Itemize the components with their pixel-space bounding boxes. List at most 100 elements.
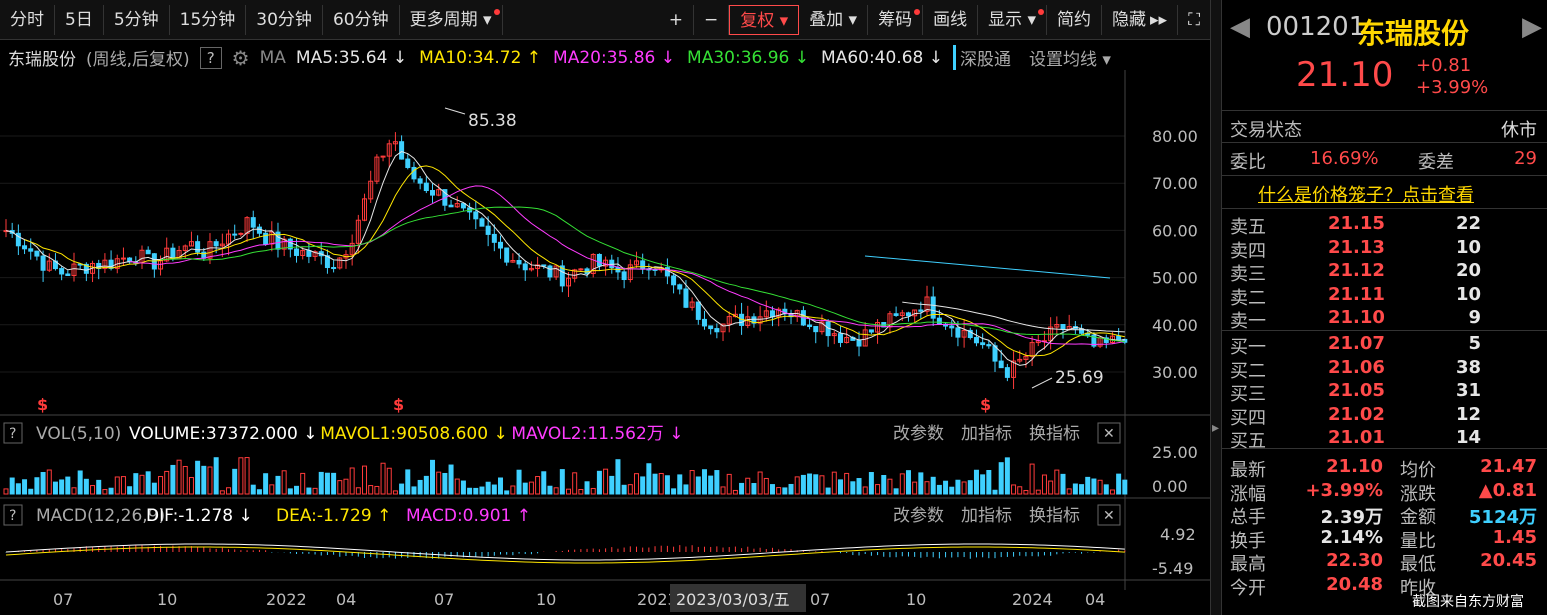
vol-btn-0[interactable]: 改参数 xyxy=(893,424,944,444)
vol-btn-2[interactable]: 换指标 xyxy=(1029,424,1080,444)
prev-stock-icon[interactable]: ◀ xyxy=(1230,12,1250,42)
vol-btn-1[interactable]: 加指标 xyxy=(961,424,1012,444)
volume-bar xyxy=(745,477,751,495)
vol-item-0: VOLUME:37372.000 ↓ xyxy=(129,424,318,444)
dividend-marker-icon[interactable]: $ xyxy=(393,395,404,414)
period-tab-2[interactable]: 5分钟 xyxy=(104,4,170,35)
volume-bar xyxy=(782,487,788,495)
volume-bar xyxy=(621,484,627,495)
candle-body xyxy=(930,296,936,319)
macd-btn-1[interactable]: 加指标 xyxy=(961,506,1012,526)
volume-bar xyxy=(485,481,491,495)
period-tab-3[interactable]: 15分钟 xyxy=(170,4,247,35)
main-legend: 东瑞股份 (周线,后复权) ? ⚙ MA MA5:35.64 ↓ MA10:34.… xyxy=(8,45,1111,70)
toolbar-action-2[interactable]: 复权 ▾ xyxy=(729,5,800,35)
collapse-arrow-icon[interactable]: ▸ xyxy=(1212,420,1220,436)
sell-row[interactable]: 卖三 21.12 20 xyxy=(1222,260,1547,285)
candle-body xyxy=(627,264,633,281)
candle-body xyxy=(374,156,380,182)
candle-body xyxy=(1103,337,1109,344)
volume-bar xyxy=(1004,457,1010,495)
volume-bar xyxy=(436,471,442,495)
buy-row[interactable]: 买一 21.07 5 xyxy=(1222,333,1547,358)
volume-bar xyxy=(127,486,133,495)
volume-bar xyxy=(918,472,924,495)
toolbar-action-4[interactable]: 筹码 xyxy=(868,5,924,35)
toolbar-action-label: 筹码 xyxy=(878,10,913,30)
stat-row: 换手 2.14% 量比 1.45 xyxy=(1222,527,1547,552)
candle-body xyxy=(349,242,355,256)
candle-body xyxy=(547,265,553,278)
dividend-marker-icon[interactable]: $ xyxy=(980,395,991,414)
toolbar-action-3[interactable]: 叠加 ▾ xyxy=(799,5,869,35)
sell-row[interactable]: 卖一 21.10 9 xyxy=(1222,307,1547,332)
candle-body xyxy=(875,322,881,333)
candle-body xyxy=(430,190,436,196)
vol-help-button[interactable] xyxy=(3,422,23,444)
kline-chart[interactable]: 80.00 70.00 60.00 50.00 40.00 30.00 85.38 25.69… xyxy=(0,70,1210,615)
volume-bar xyxy=(3,488,9,495)
buy-row[interactable]: 买四 21.02 12 xyxy=(1222,404,1547,429)
toolbar-action-5[interactable]: 画线 xyxy=(923,5,979,35)
panel-splitter[interactable]: ▸ xyxy=(1210,0,1222,615)
buy-volume: 38 xyxy=(1455,356,1481,378)
stat-label: 量比 xyxy=(1400,530,1436,552)
stat-value: +3.99% xyxy=(1305,479,1383,501)
stat-label: 最高 xyxy=(1230,554,1266,575)
buy-row[interactable]: 买三 21.05 31 xyxy=(1222,380,1547,405)
macd-help-button[interactable] xyxy=(3,504,23,526)
period-tab-label: 5分钟 xyxy=(113,9,159,30)
macd-help-label: ? xyxy=(9,508,16,524)
period-tab-5[interactable]: 60分钟 xyxy=(323,4,400,35)
candle-body xyxy=(819,321,825,333)
volume-bar xyxy=(1066,488,1072,495)
candle-body xyxy=(510,260,516,263)
buy-row[interactable]: 买五 21.01 14 xyxy=(1222,427,1547,452)
candle-body xyxy=(769,310,775,318)
fullscreen-icon[interactable]: ⛶ xyxy=(1188,10,1200,30)
watermark-text: 截图来自东方财富 xyxy=(1412,594,1524,610)
trade-status-row: 交易状态 休市 xyxy=(1222,116,1547,141)
price-cage-link-text[interactable]: 什么是价格笼子？点击查看 xyxy=(1258,185,1474,206)
ma-line-0 xyxy=(5,151,1125,366)
ma-settings-button[interactable]: 设置均线 ▾ xyxy=(1029,50,1111,70)
period-tab-0[interactable]: 分时 xyxy=(0,4,55,35)
dividend-marker-icon[interactable]: $ xyxy=(37,395,48,414)
volume-bar xyxy=(955,479,961,495)
macd-btn-0[interactable]: 改参数 xyxy=(893,506,944,526)
help-button[interactable]: ? xyxy=(199,46,222,69)
toolbar-action-6[interactable]: 显示 ▾ xyxy=(978,5,1048,35)
toolbar-action-8[interactable]: 隐藏 ▸▸ xyxy=(1102,5,1179,35)
candles xyxy=(3,132,1128,390)
price-cage-link[interactable]: 什么是价格笼子？点击查看 xyxy=(1222,181,1547,206)
toolbar-action-0[interactable]: + xyxy=(659,5,694,35)
vol-close-button[interactable] xyxy=(1097,422,1121,444)
sell-row[interactable]: 卖四 21.13 10 xyxy=(1222,237,1547,262)
vol-help-label: ? xyxy=(9,426,16,442)
period-tab-1[interactable]: 5日 xyxy=(55,4,104,35)
toolbar-action-7[interactable]: 简约 xyxy=(1047,5,1103,35)
volume-bar xyxy=(1048,480,1054,495)
macd-close-button[interactable] xyxy=(1097,504,1121,526)
toolbar-action-1[interactable]: − xyxy=(694,5,730,35)
sell-row[interactable]: 卖五 21.15 22 xyxy=(1222,213,1547,238)
candle-body xyxy=(287,238,293,250)
buy-row[interactable]: 买二 21.06 38 xyxy=(1222,356,1547,382)
time-axis-label: 07 xyxy=(434,590,454,609)
volume-bar xyxy=(442,472,448,495)
sell-volume: 9 xyxy=(1468,307,1481,328)
candle-body xyxy=(22,245,28,250)
volume-bar xyxy=(498,477,504,495)
volume-bar xyxy=(40,472,46,495)
next-stock-icon[interactable]: ▶ xyxy=(1522,12,1542,42)
volume-bar xyxy=(423,475,429,495)
sell-row[interactable]: 卖二 21.11 10 xyxy=(1222,284,1547,309)
northbound-link[interactable]: 深股通 xyxy=(953,45,1011,70)
gear-icon[interactable]: ⚙ xyxy=(231,45,250,70)
macd-btn-2[interactable]: 换指标 xyxy=(1029,506,1080,526)
notify-dot xyxy=(914,9,921,15)
candle-body xyxy=(405,158,411,168)
period-tab-4[interactable]: 30分钟 xyxy=(246,4,323,35)
period-tab-6[interactable]: 更多周期 ▾ xyxy=(400,4,503,35)
volume-bar xyxy=(1072,483,1078,495)
